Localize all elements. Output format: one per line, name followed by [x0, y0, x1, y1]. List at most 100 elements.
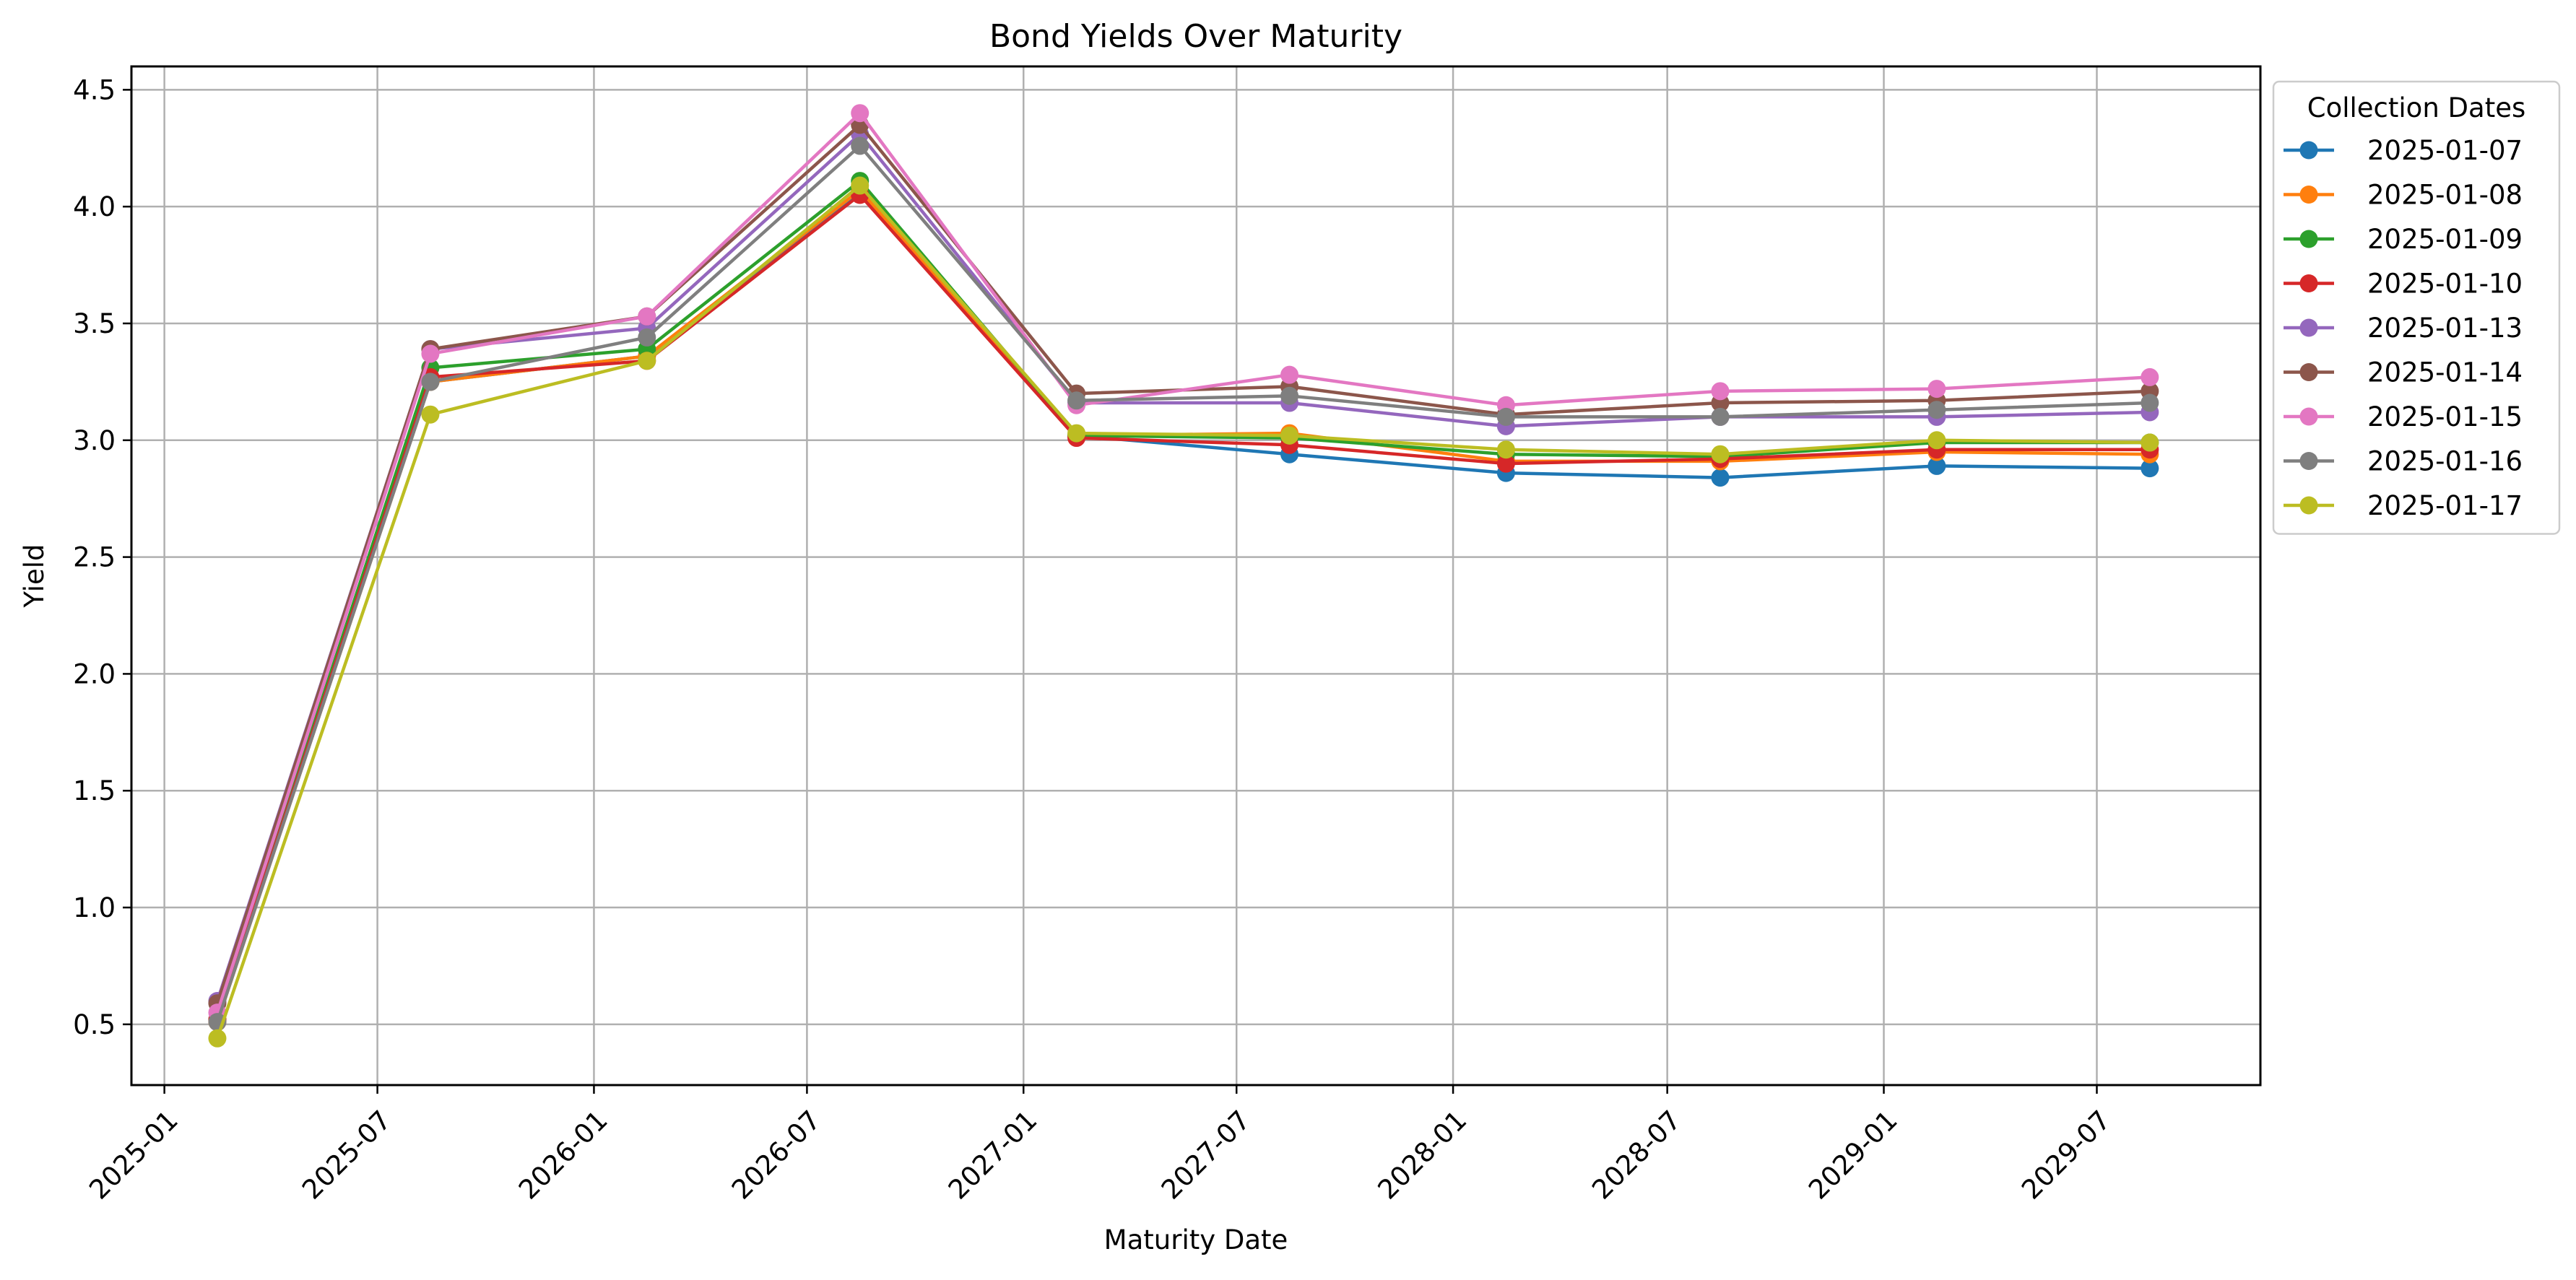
x-tick-label: 2029-07 — [2016, 1105, 2117, 1206]
y-tick-label: 3.5 — [73, 308, 116, 339]
legend-item: 2025-01-07 — [2284, 135, 2523, 166]
series-line — [215, 188, 2150, 1023]
data-point — [1067, 391, 1086, 410]
legend-label: 2025-01-10 — [2367, 269, 2523, 300]
data-point — [2141, 459, 2159, 478]
legend-item: 2025-01-17 — [2284, 490, 2523, 521]
data-point — [1711, 469, 1730, 487]
data-point — [1496, 407, 1515, 426]
data-point — [638, 328, 656, 347]
data-point — [1711, 445, 1730, 463]
grid — [131, 66, 2260, 1085]
data-point — [1496, 440, 1515, 459]
data-point — [421, 405, 440, 424]
legend-item: 2025-01-09 — [2284, 224, 2523, 255]
series-line — [215, 111, 2150, 1014]
series-2025-01-08 — [208, 181, 2159, 1032]
data-point — [1927, 431, 1946, 450]
data-point — [851, 136, 869, 155]
series-line — [215, 179, 2150, 1021]
y-axis-label: Yield — [19, 544, 50, 608]
data-point — [1496, 454, 1515, 473]
legend-swatch-marker — [2299, 452, 2318, 470]
series-2025-01-07 — [208, 183, 2159, 1029]
x-tick-label: 2025-01 — [83, 1105, 184, 1206]
data-point — [1927, 401, 1946, 419]
legend-item: 2025-01-13 — [2284, 313, 2523, 344]
data-point — [2141, 433, 2159, 452]
legend-item: 2025-01-08 — [2284, 180, 2523, 211]
legend-swatch-marker — [2299, 363, 2318, 381]
legend-swatch-marker — [2299, 186, 2318, 204]
data-point — [851, 176, 869, 195]
x-tick-label: 2025-07 — [296, 1105, 397, 1206]
legend-label: 2025-01-14 — [2367, 357, 2523, 388]
data-point — [1927, 380, 1946, 399]
series-line — [215, 183, 2150, 1040]
y-tick-label: 2.0 — [73, 658, 116, 689]
legend-title: Collection Dates — [2307, 92, 2526, 123]
data-point — [1711, 382, 1730, 401]
y-tick-label: 3.0 — [73, 425, 116, 456]
legend-swatch-marker — [2299, 230, 2318, 248]
data-point — [2141, 367, 2159, 386]
legend-swatch-marker — [2299, 407, 2318, 426]
data-point — [421, 373, 440, 391]
x-tick-label: 2027-07 — [1155, 1105, 1257, 1206]
legend-label: 2025-01-16 — [2367, 446, 2523, 477]
data-point — [1927, 456, 1946, 475]
data-point — [1280, 386, 1299, 405]
x-tick-label: 2026-07 — [726, 1105, 827, 1206]
legend-label: 2025-01-13 — [2367, 313, 2523, 344]
legend-item: 2025-01-10 — [2284, 269, 2523, 300]
x-axis-label: Maturity Date — [1104, 1224, 1288, 1255]
legend-label: 2025-01-17 — [2367, 490, 2523, 521]
legend: Collection Dates 2025-01-07 2025-01-08 202… — [2272, 80, 2561, 535]
legend-swatch-marker — [2299, 496, 2318, 515]
legend-label: 2025-01-08 — [2367, 180, 2523, 211]
series-2025-01-15 — [208, 104, 2159, 1022]
data-point — [421, 344, 440, 363]
data-point — [208, 1029, 227, 1048]
legend-label: 2025-01-09 — [2367, 224, 2523, 255]
data-point — [2141, 393, 2159, 412]
legend-item: 2025-01-16 — [2284, 446, 2523, 477]
y-tick-label: 0.5 — [73, 1009, 116, 1040]
series-2025-01-14 — [208, 116, 2159, 1013]
series-2025-01-10 — [208, 186, 2159, 1029]
series-lines — [208, 104, 2159, 1048]
x-tick-label: 2029-01 — [1803, 1105, 1904, 1206]
series-line — [215, 123, 2150, 1004]
series-2025-01-17 — [208, 176, 2159, 1048]
y-tick-label: 1.5 — [73, 775, 116, 806]
series-line — [215, 144, 2150, 1023]
x-tick-label: 2026-01 — [513, 1105, 614, 1206]
series-line — [215, 132, 2150, 1002]
data-point — [1280, 365, 1299, 384]
series-line — [215, 191, 2150, 1021]
series-2025-01-16 — [208, 136, 2159, 1032]
x-tick-label: 2028-07 — [1586, 1105, 1687, 1206]
legend-item: 2025-01-14 — [2284, 357, 2523, 388]
data-point — [1711, 407, 1730, 426]
legend-item: 2025-01-15 — [2284, 401, 2523, 432]
y-tick-label: 4.0 — [73, 191, 116, 222]
legend-swatch-marker — [2299, 274, 2318, 292]
y-tick-label: 4.5 — [73, 74, 116, 105]
data-point — [638, 307, 656, 326]
axis-ticks: 2025-01 2025-07 2026-01 2026-07 2027-01 2027-… — [73, 74, 2117, 1205]
legend-swatch-marker — [2299, 141, 2318, 160]
data-point — [1067, 424, 1086, 443]
data-point — [851, 104, 869, 123]
y-tick-label: 1.0 — [73, 892, 116, 923]
legend-label: 2025-01-15 — [2367, 401, 2523, 432]
legend-box — [2272, 80, 2561, 535]
legend-swatch-marker — [2299, 318, 2318, 337]
series-2025-01-09 — [208, 172, 2159, 1029]
data-point — [1280, 426, 1299, 445]
series-2025-01-13 — [208, 125, 2159, 1010]
legend-label: 2025-01-07 — [2367, 135, 2523, 166]
series-line — [215, 193, 2150, 1021]
